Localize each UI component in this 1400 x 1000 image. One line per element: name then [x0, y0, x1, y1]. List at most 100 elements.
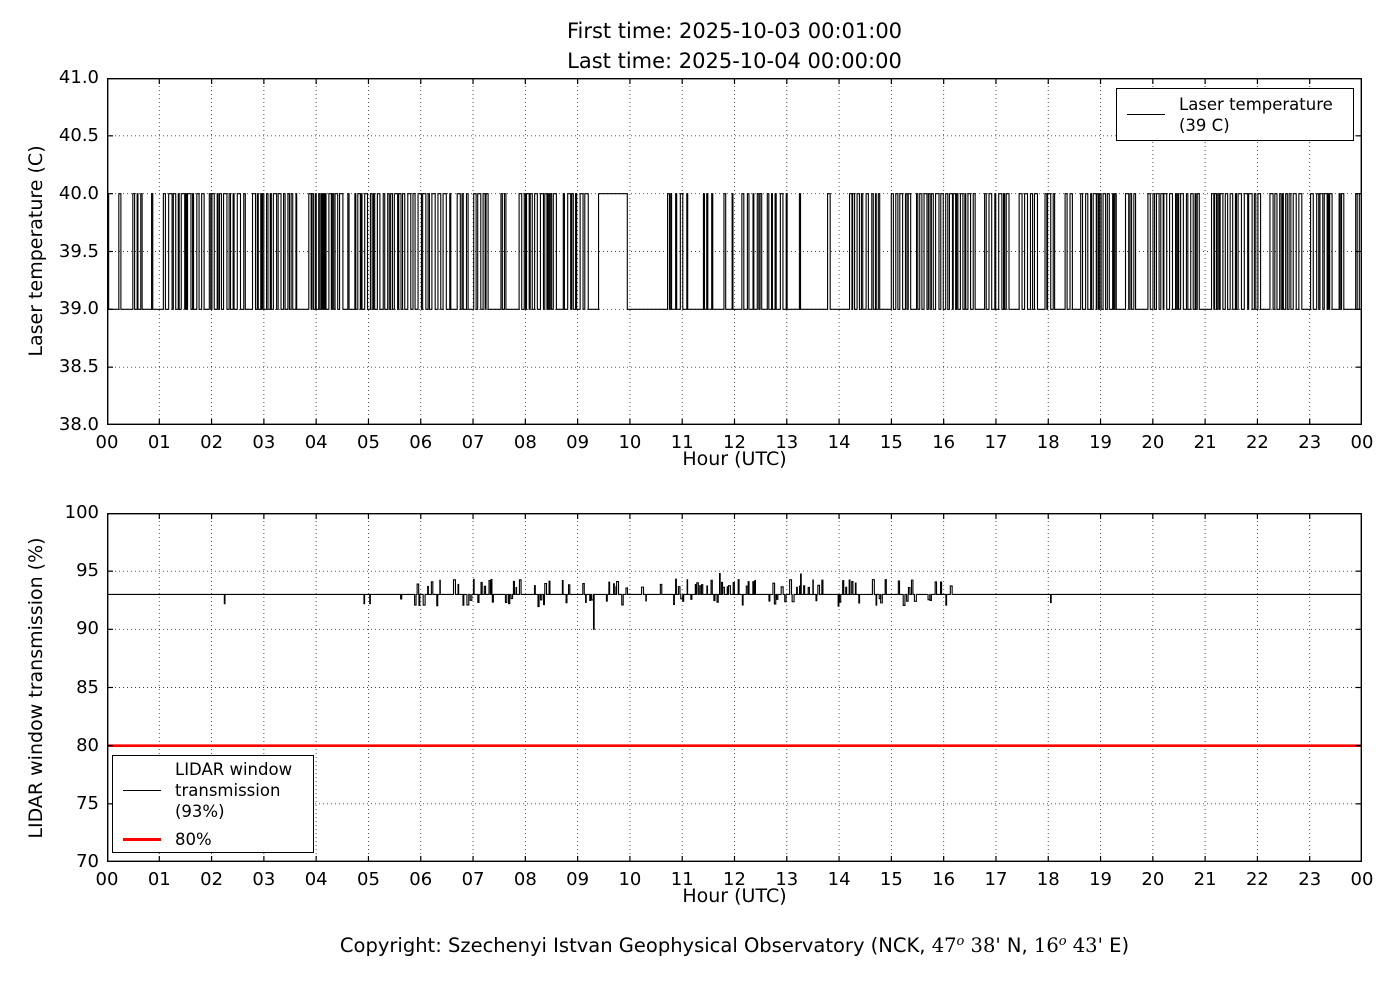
latitude-minutes: 38'	[964, 934, 1001, 957]
x-tick-label: 22	[1245, 432, 1269, 453]
x-tick-label: 09	[566, 432, 590, 453]
longitude-direction: E)	[1102, 934, 1130, 957]
x-tick-label: 15	[879, 869, 903, 890]
x-tick-label: 23	[1298, 432, 1322, 453]
x-tick-label: 13	[775, 432, 799, 453]
legend-label-line: LIDAR window	[175, 759, 293, 779]
x-tick-label: 01	[147, 869, 171, 890]
y-tick-label: 80	[76, 734, 99, 756]
x-tick-label: 14	[827, 869, 851, 890]
x-tick-label: 15	[879, 432, 903, 453]
x-tick-label: 21	[1193, 869, 1217, 890]
x-tick-label: 04	[304, 432, 328, 453]
legend-label-line: (39 C)	[1179, 115, 1230, 135]
x-axis-label-plot2: Hour (UTC)	[682, 885, 787, 907]
latitude-direction: N,	[1000, 934, 1034, 957]
y-tick-label: 95	[76, 560, 99, 582]
x-tick-label: 00	[1350, 869, 1374, 890]
x-tick-label: 19	[1089, 869, 1112, 890]
x-tick-label: 16	[932, 869, 956, 890]
x-tick-label: 12	[723, 432, 746, 453]
x-tick-label: 16	[932, 432, 956, 453]
y-tick-label: 75	[76, 792, 99, 814]
x-tick-label: 22	[1245, 869, 1269, 890]
figure-title: First time: 2025-10-03 00:01:00 Last tim…	[107, 16, 1362, 76]
copyright-text: Copyright: Szechenyi Istvan Geophysical …	[107, 934, 1362, 957]
legend-label-line: transmission	[175, 780, 281, 800]
x-tick-label: 00	[1350, 432, 1374, 453]
y-tick-label: 90	[76, 618, 99, 640]
laser-temperature-plot	[106, 77, 1363, 426]
x-tick-label: 13	[775, 869, 799, 890]
laser_temperature-series	[107, 193, 1362, 310]
x-tick-label: 18	[1036, 869, 1060, 890]
chart-title-first-time: First time: 2025-10-03 00:01:00	[566, 19, 903, 43]
y-tick-label: 40.5	[58, 124, 99, 146]
x-tick-label: 06	[409, 869, 433, 890]
x-tick-label: 08	[513, 432, 537, 453]
x-tick-label: 05	[357, 869, 380, 890]
lidar_window_transmission-series	[107, 572, 1362, 630]
x-tick-label: 14	[827, 432, 851, 453]
y-tick-label: 70	[76, 851, 99, 872]
x-tick-label: 17	[984, 869, 1008, 890]
y-tick-label: 100	[64, 502, 99, 523]
y-tick-label: 39.0	[58, 298, 99, 320]
y-tick-label: 41.0	[58, 67, 99, 88]
legend-label-line: (93%)	[175, 801, 225, 821]
x-tick-label: 11	[670, 869, 694, 890]
y-tick-label: 38.0	[58, 414, 99, 435]
legend-line-sample-black	[1127, 114, 1165, 115]
x-tick-label: 09	[566, 869, 590, 890]
x-tick-label: 07	[461, 869, 485, 890]
longitude-degrees: 16	[1033, 934, 1059, 957]
copyright-prefix: Copyright: Szechenyi Istvan Geophysical …	[339, 934, 932, 957]
legend-transmission: LIDAR window transmission (93%) 80%	[112, 755, 314, 853]
x-tick-label: 00	[95, 869, 119, 890]
x-tick-label: 02	[200, 869, 224, 890]
latitude-degrees: 47	[931, 934, 957, 957]
x-tick-label: 01	[147, 432, 171, 453]
x-tick-label: 06	[409, 432, 433, 453]
x-tick-label: 07	[461, 432, 485, 453]
x-tick-label: 17	[984, 432, 1008, 453]
y-tick-label: 40.0	[58, 182, 99, 204]
x-tick-label: 12	[723, 869, 746, 890]
y-tick-label: 38.5	[58, 356, 99, 378]
x-tick-label: 18	[1036, 432, 1060, 453]
legend-line-sample-black	[123, 789, 161, 791]
x-tick-label: 11	[670, 432, 694, 453]
x-tick-label: 02	[200, 432, 224, 453]
x-axis-label-plot1: Hour (UTC)	[682, 448, 787, 470]
x-tick-label: 23	[1298, 869, 1322, 890]
x-tick-label: 00	[95, 432, 119, 453]
legend-laser-temperature: Laser temperature (39 C)	[1116, 88, 1354, 141]
x-tick-label: 10	[618, 432, 642, 453]
y-tick-label: 85	[76, 676, 99, 698]
legend-line-sample-red	[123, 837, 161, 841]
x-tick-label: 03	[252, 432, 276, 453]
degree-symbol: o	[956, 934, 965, 949]
legend-label-line: Laser temperature	[1179, 94, 1333, 114]
longitude-minutes: 43'	[1066, 934, 1103, 957]
x-tick-label: 05	[357, 432, 380, 453]
legend-entry-transmission: LIDAR window transmission (93%)	[113, 759, 313, 822]
legend-label-line: 80%	[175, 829, 212, 849]
legend-entry-threshold: 80%	[113, 829, 313, 850]
degree-symbol: o	[1058, 934, 1067, 949]
y-tick-label: 39.5	[58, 240, 99, 262]
x-tick-label: 20	[1141, 869, 1165, 890]
x-tick-label: 08	[513, 869, 537, 890]
x-tick-label: 21	[1193, 432, 1217, 453]
legend-entry-label: LIDAR window transmission (93%)	[175, 759, 292, 822]
x-tick-label: 10	[618, 869, 642, 890]
x-tick-label: 20	[1141, 432, 1165, 453]
chart-title-last-time: Last time: 2025-10-04 00:00:00	[567, 49, 902, 73]
x-tick-label: 19	[1089, 432, 1112, 453]
legend-entry-label: 80%	[175, 829, 212, 850]
laser_temperature-canvas	[106, 77, 1363, 426]
x-tick-label: 03	[252, 869, 276, 890]
legend-entry-label: Laser temperature (39 C)	[1179, 94, 1333, 136]
x-tick-label: 04	[304, 869, 328, 890]
